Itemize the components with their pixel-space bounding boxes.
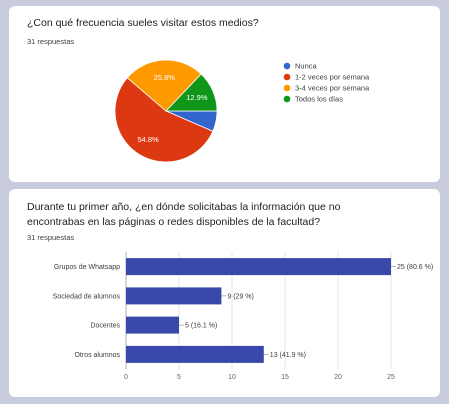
pie-slice-label-3: 12.9% [186, 93, 208, 102]
category-label-0: Grupos de Whatsapp [54, 264, 120, 271]
bar-chart-card: Durante tu primer año, ¿en dónde solicit… [9, 189, 440, 397]
pie-slice-label-2: 25.8% [154, 73, 176, 82]
bar-response-count: 31 respuestas [27, 233, 75, 242]
x-tick-label-4: 20 [334, 374, 342, 381]
legend-swatch-3 [283, 95, 291, 103]
bar-chart-title: Durante tu primer año, ¿en dónde solicit… [27, 201, 341, 228]
legend-label-3: Todos los días [295, 95, 343, 104]
data-label-3: 13 (41.9 %) [270, 352, 306, 359]
bar-1 [126, 287, 222, 305]
pie-chart-card: ¿Con qué frecuencia sueles visitar estos… [9, 6, 440, 182]
pie-slice-2 [126, 59, 202, 112]
category-label-1: Sociedad de alumnos [53, 293, 121, 300]
pie-slice-label-1: 54.8% [137, 135, 159, 144]
x-tick-label-5: 25 [387, 374, 395, 381]
data-label-0: 25 (80.6 %) [397, 264, 433, 271]
legend-label-1: 1-2 veces por semana [295, 73, 370, 82]
bar-3 [126, 345, 264, 363]
legend-swatch-2 [283, 84, 291, 92]
legend-swatch-0 [283, 62, 291, 70]
x-tick-label-1: 5 [177, 374, 181, 381]
legend-label-2: 3-4 veces por semana [295, 84, 370, 93]
pie-chart-title: ¿Con qué frecuencia sueles visitar estos… [27, 17, 259, 29]
pie-slice-3 [165, 73, 218, 112]
category-label-2: Docentes [90, 323, 120, 330]
pie-response-count: 31 respuestas [27, 37, 75, 46]
data-label-2: 5 (16.1 %) [185, 323, 217, 330]
x-tick-label-3: 15 [281, 374, 289, 381]
bar-chart: 0 5 10 15 20 25 Grupos de Whatsapp 25 (80.6 %) S… [53, 252, 433, 381]
data-label-1: 9 (29 %) [227, 293, 253, 300]
category-label-3: Otros alumnos [74, 352, 120, 359]
legend-label-0: Nunca [295, 62, 318, 71]
pie-slice-1 [114, 77, 214, 163]
legend-swatch-1 [283, 73, 291, 81]
x-tick-label-2: 10 [228, 374, 236, 381]
pie-chart: 54.8% 25.8% 12.9% Nunca 1-2 veces por semana… [114, 59, 370, 163]
x-tick-label-0: 0 [124, 374, 128, 381]
bar-2 [126, 316, 179, 334]
bar-0 [126, 258, 391, 276]
